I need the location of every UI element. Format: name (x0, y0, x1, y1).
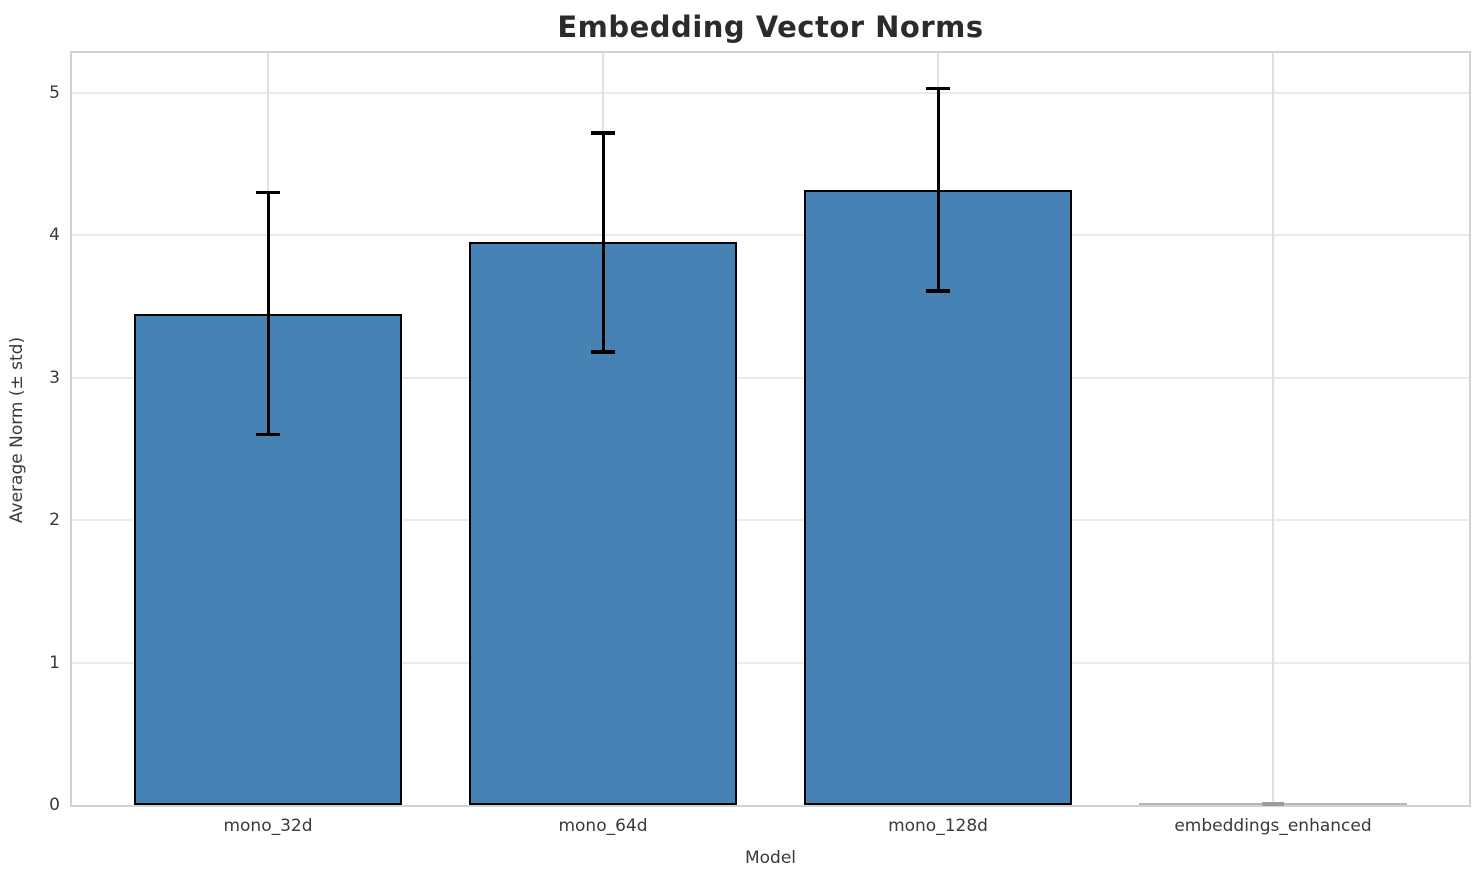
gridline-horizontal (72, 661, 1469, 664)
error-bar-cap-embeddings_enhanced (1262, 802, 1284, 806)
y-tick-label: 1 (49, 652, 60, 673)
error-bar-cap-bottom-mono_32d (256, 432, 280, 437)
x-tick-label: mono_64d (558, 816, 648, 836)
y-tick-label: 3 (49, 367, 60, 388)
gridline-horizontal (72, 519, 1469, 522)
gridline-vertical (1272, 53, 1274, 805)
y-axis-label: Average Norm (± std) (7, 336, 27, 524)
error-bar-cap-top-mono_128d (926, 86, 950, 91)
error-bar-cap-bottom-mono_128d (926, 289, 950, 293)
x-tick-label: mono_32d (223, 816, 313, 836)
gridline-horizontal (72, 376, 1469, 379)
error-bar-mono_32d (266, 192, 270, 435)
x-tick-label: embeddings_enhanced (1174, 816, 1372, 836)
error-bar-cap-top-mono_64d (591, 131, 615, 135)
y-tick-label: 0 (49, 795, 60, 815)
gridline-horizontal (72, 234, 1469, 237)
error-bar-cap-top-mono_32d (256, 190, 280, 195)
error-bar-mono_64d (601, 132, 605, 353)
plot-area (70, 51, 1471, 807)
y-tick-label: 4 (49, 225, 60, 246)
y-tick-label: 5 (49, 82, 60, 103)
error-bar-mono_128d (936, 88, 940, 291)
y-tick-label: 2 (49, 510, 60, 531)
gridline-horizontal (72, 91, 1469, 94)
chart-title: Embedding Vector Norms (557, 10, 984, 44)
x-axis-label: Model (744, 848, 797, 868)
x-tick-label: mono_128d (888, 816, 988, 836)
error-bar-cap-bottom-mono_64d (591, 350, 615, 354)
bar-mono_64d (469, 242, 737, 805)
